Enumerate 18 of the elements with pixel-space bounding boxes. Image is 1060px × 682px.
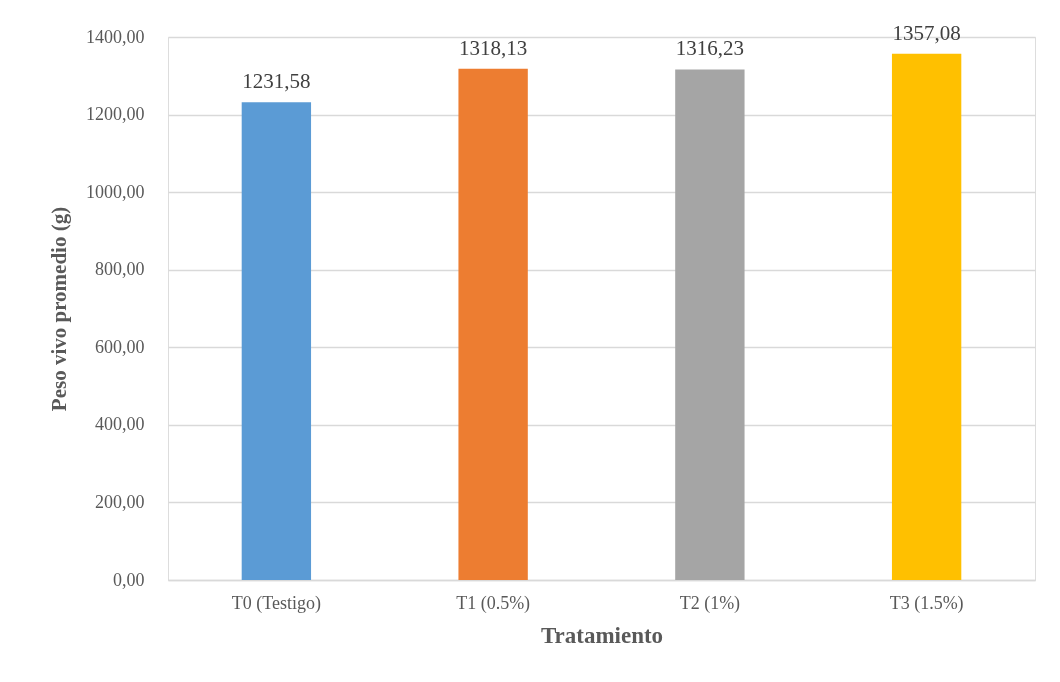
y-tick-label: 1400,00: [86, 26, 145, 47]
y-tick-label: 600,00: [95, 336, 145, 357]
data-label: 1316,23: [675, 36, 744, 61]
x-axis-title: Tratamiento: [540, 622, 664, 648]
x-tick-label: T2 (1%): [679, 592, 741, 614]
x-tick-label: T1 (0.5%): [456, 592, 531, 614]
data-label: 1231,58: [242, 69, 311, 94]
y-tick-label: 1200,00: [86, 104, 145, 125]
y-tick-label: 400,00: [95, 414, 145, 435]
y-axis-title: Peso vivo promedio (g): [47, 206, 71, 412]
x-tick-label: T3 (1.5%): [889, 592, 964, 614]
data-label: 1357,08: [892, 20, 961, 45]
y-tick-label: 200,00: [95, 491, 145, 512]
y-tick-label: 0,00: [113, 569, 145, 590]
data-label: 1318,13: [459, 35, 528, 60]
y-tick-label: 800,00: [95, 259, 145, 280]
x-tick-label: T0 (Testigo): [231, 592, 321, 614]
y-tick-label: 1000,00: [86, 181, 145, 202]
